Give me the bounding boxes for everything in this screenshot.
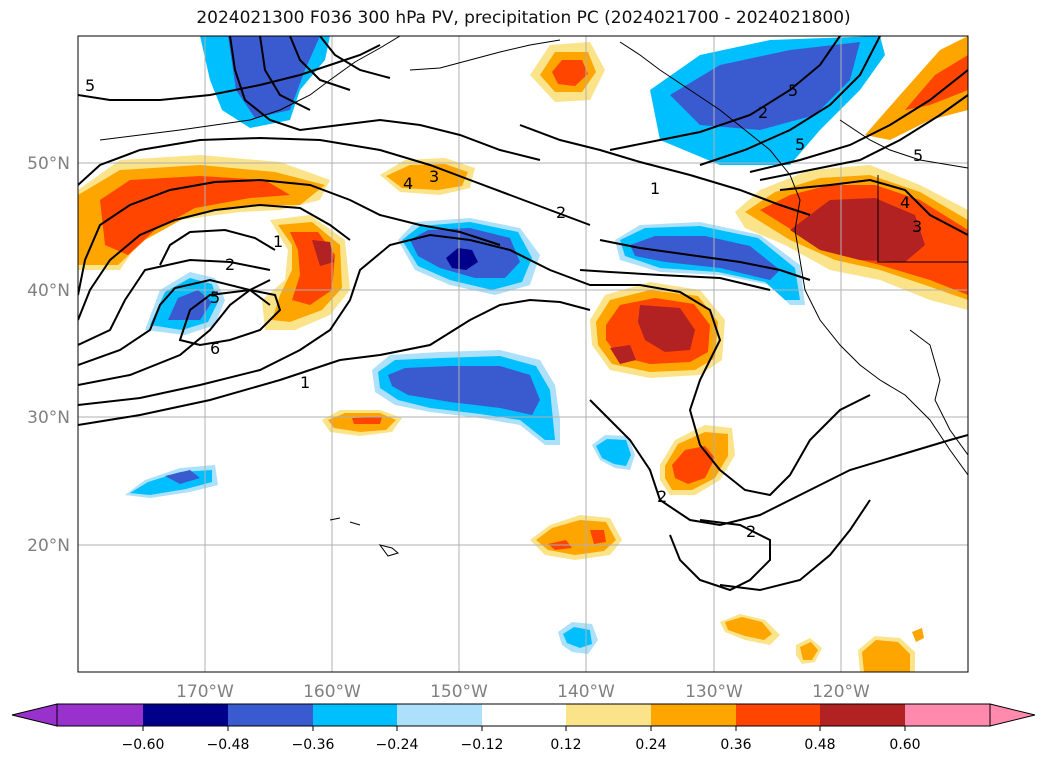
- colorbar-tick-label: 0.48: [804, 737, 835, 753]
- colorbar-ticks: [142, 726, 906, 731]
- pv-contours: [78, 36, 968, 592]
- contour-label: 2: [746, 522, 756, 541]
- colorbar-tick-label: −0.60: [122, 737, 165, 753]
- contour-label: 1: [650, 179, 660, 198]
- colorbar-tick-label: 0.12: [550, 737, 581, 753]
- contour-label: 2: [758, 103, 768, 122]
- latitude-labels: 50°N 40°N 30°N 20°N: [27, 154, 70, 556]
- contour-label: 2: [225, 255, 235, 274]
- anomaly-blob-pacific-nw: [735, 165, 968, 310]
- colorbar-tick-label: −0.12: [461, 737, 504, 753]
- colorbar-cell: [397, 704, 482, 726]
- colorbar-cell: [313, 704, 397, 726]
- anomaly-blob-orange-20n: [530, 515, 622, 560]
- colorbar: −0.60 −0.48 −0.36 −0.24 −0.12 0.12 0.24 …: [11, 703, 1036, 753]
- colorbar-tick-label: −0.36: [292, 737, 335, 753]
- contour-label: 6: [210, 339, 220, 358]
- anomaly-blob-bottom-right: [720, 614, 924, 672]
- contour-label: 5: [210, 288, 220, 307]
- lon-label: 160°W: [303, 682, 361, 702]
- anomaly-blob-south-blue: [372, 350, 560, 445]
- contour-label: 1: [273, 232, 283, 251]
- contour-label: 5: [913, 146, 923, 165]
- contour-label: 3: [912, 217, 922, 236]
- lon-label: 130°W: [685, 682, 743, 702]
- colorbar-cell: [143, 704, 228, 726]
- anomaly-blob-orange-26n: [660, 425, 735, 495]
- contour-label: 1: [300, 373, 310, 392]
- lat-label: 30°N: [27, 408, 70, 428]
- contour-label: 4: [900, 193, 910, 212]
- anomaly-blob-nw: [200, 36, 330, 128]
- anomaly-blob-small-blue-12n: [558, 622, 598, 654]
- colorbar-cell: [736, 704, 820, 726]
- coastlines: [99, 36, 968, 557]
- colorbar-extend-high: [989, 703, 1036, 727]
- contour-label: 2: [657, 487, 667, 506]
- colorbar-cell: [228, 704, 313, 726]
- plot-area: 5 1 2 5 6 1 4 3 2 1 2 5 5 4 3 2 2 5: [78, 36, 968, 672]
- precip-shading: [78, 36, 968, 672]
- colorbar-cell: [905, 704, 990, 726]
- anomaly-blob-central-blue: [398, 218, 540, 295]
- colorbar-tick-label: 0.24: [635, 737, 666, 753]
- contour-label: 4: [403, 174, 413, 193]
- lon-label: 120°W: [812, 682, 870, 702]
- colorbar-tick-label: 0.60: [889, 737, 920, 753]
- colorbar-cell: [57, 704, 143, 726]
- lat-label: 50°N: [27, 154, 70, 174]
- lat-label: 20°N: [27, 536, 70, 556]
- colorbar-outline: [56, 703, 991, 727]
- colorbar-cell: [651, 704, 736, 726]
- lon-label: 150°W: [430, 682, 488, 702]
- map-frame: [77, 35, 969, 673]
- colorbar-tick-label: 0.36: [720, 737, 751, 753]
- contour-label: 3: [429, 167, 439, 186]
- colorbar-tick-label: −0.24: [376, 737, 419, 753]
- anomaly-blob-small-blue-24n: [125, 465, 218, 498]
- longitude-labels: 170°W 160°W 150°W 140°W 130°W 120°W: [176, 682, 870, 702]
- anomaly-blob-north-orange: [530, 42, 605, 102]
- colorbar-tick-label: −0.48: [207, 737, 250, 753]
- contour-labels: 5 1 2 5 6 1 4 3 2 1 2 5 5 4 3 2 2 5: [85, 76, 923, 541]
- colorbar-extend-low: [11, 703, 58, 727]
- contour-label: 5: [795, 135, 805, 154]
- lat-label: 40°N: [27, 281, 70, 301]
- contour-label: 2: [556, 203, 566, 222]
- anomaly-blob-central-red: [590, 282, 725, 378]
- map-title: 2024021300 F036 300 hPa PV, precipitatio…: [196, 8, 851, 28]
- contour-label: 5: [85, 76, 95, 95]
- anomaly-blob-small-blue-28n: [592, 435, 635, 470]
- colorbar-cell: [482, 704, 566, 726]
- colorbar-cell: [566, 704, 651, 726]
- lon-label: 170°W: [176, 682, 234, 702]
- anomaly-blob-small-orange-30n: [322, 410, 402, 436]
- contour-label: 5: [788, 81, 798, 100]
- colorbar-cell: [820, 704, 905, 726]
- lon-label: 140°W: [557, 682, 615, 702]
